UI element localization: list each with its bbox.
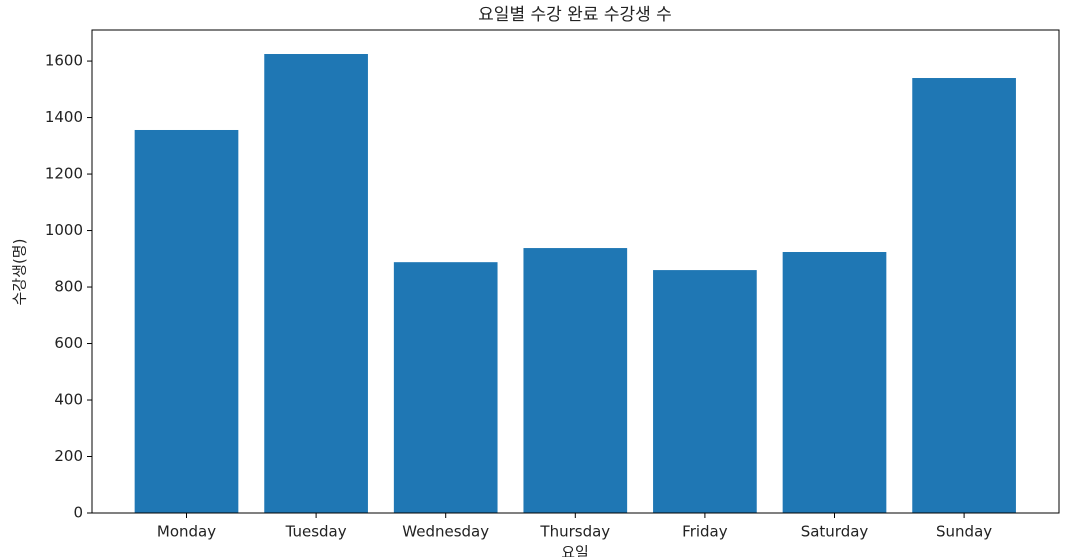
x-tick-label: Monday: [157, 523, 216, 541]
chart-title: 요일별 수강 완료 수강생 수: [478, 5, 672, 25]
bar: [134, 129, 239, 513]
y-tick-label: 1200: [45, 165, 83, 183]
y-tick-label: 400: [54, 391, 83, 409]
bar: [523, 248, 628, 513]
y-tick-label: 1000: [45, 221, 83, 239]
bar: [653, 270, 757, 513]
y-tick-label: 1400: [45, 108, 83, 126]
bar: [393, 262, 498, 513]
x-tick-label: Friday: [682, 523, 728, 541]
plot-frame: [91, 29, 1060, 514]
bar: [782, 252, 887, 513]
y-tick-label: 800: [54, 278, 83, 296]
x-tick-label: Wednesday: [402, 523, 489, 541]
x-tick-label: Thursday: [539, 523, 610, 541]
bar: [912, 78, 1016, 513]
x-tick-label: Tuesday: [285, 523, 347, 541]
bar: [264, 54, 368, 513]
y-axis-label: 수강생(명): [11, 239, 29, 306]
y-tick-label: 1600: [45, 52, 83, 70]
x-tick-label: Sunday: [936, 523, 992, 541]
x-axis-label: 요일: [561, 544, 589, 557]
y-tick-label: 0: [73, 504, 83, 522]
x-tick-label: Saturday: [801, 523, 869, 541]
y-tick-label: 600: [54, 334, 83, 352]
y-tick-label: 200: [54, 447, 83, 465]
